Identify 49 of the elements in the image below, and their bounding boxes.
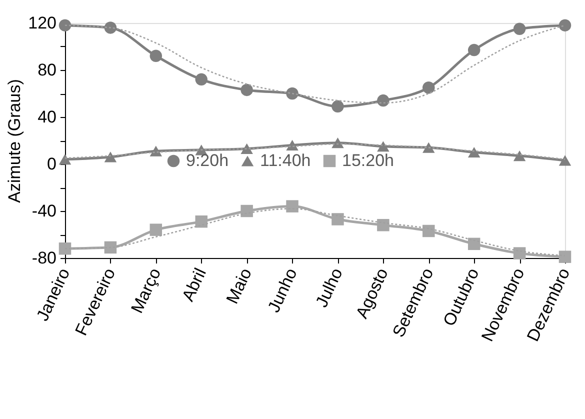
point: [558, 155, 572, 166]
point: [58, 242, 72, 255]
point: [377, 218, 390, 232]
y-tick-label: 120: [28, 14, 56, 32]
point: [468, 146, 480, 158]
point: [286, 140, 298, 151]
point: [195, 73, 208, 86]
x-tick-label: Maio: [222, 265, 256, 307]
legend-label: 15:20h: [342, 151, 394, 170]
point: [240, 143, 253, 154]
point: [513, 150, 526, 162]
legend-label: 11:40h: [260, 151, 311, 170]
point: [150, 50, 162, 62]
point: [240, 84, 253, 96]
y-tick-label: 80: [38, 60, 56, 80]
point: [332, 213, 344, 226]
point: [558, 19, 572, 32]
point: [104, 22, 117, 34]
point: [240, 204, 253, 218]
y-axis-title: Azimute (Graus): [5, 79, 24, 203]
point: [150, 224, 162, 236]
point: [58, 154, 72, 165]
point: [58, 19, 72, 32]
point: [332, 138, 344, 148]
point: [468, 238, 480, 250]
point: [422, 224, 435, 238]
point: [513, 247, 526, 260]
point: [422, 82, 435, 94]
point: [377, 94, 390, 107]
point: [468, 44, 480, 56]
point: [286, 200, 298, 212]
point: [195, 215, 208, 228]
point: [150, 146, 162, 156]
x-tick-label: Abril: [178, 265, 210, 304]
y-tick-label: -80: [32, 248, 56, 268]
y-tick-label: 40: [38, 108, 56, 126]
point: [104, 152, 117, 162]
point: [422, 142, 435, 153]
x-tick-label: Julho: [312, 265, 346, 310]
point: [286, 87, 298, 100]
x-tick-label: Junho: [264, 265, 301, 316]
y-tick-label: -40: [32, 202, 56, 220]
point: [332, 100, 344, 113]
y-tick-label: 0: [47, 154, 56, 174]
point: [513, 22, 526, 35]
legend-label: 9:20h: [186, 151, 229, 170]
point: [377, 141, 390, 152]
point: [104, 241, 117, 254]
point: [558, 250, 572, 263]
